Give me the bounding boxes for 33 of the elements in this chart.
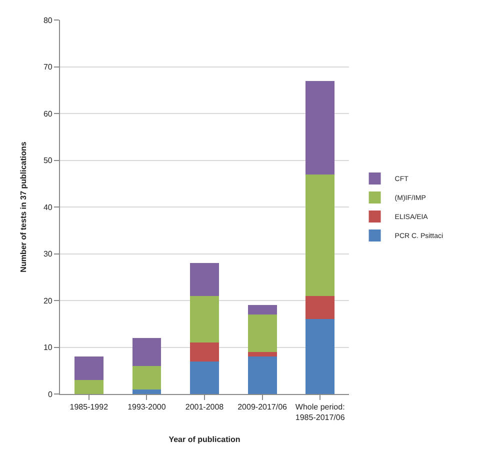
bar [190, 263, 219, 296]
bar [190, 296, 219, 343]
x-tick-label: 1993-2000 [128, 402, 166, 412]
x-tick-label: 1985-1992 [70, 402, 109, 412]
y-tick-label: 80 [43, 16, 53, 25]
bar [306, 174, 335, 296]
bar [74, 380, 104, 394]
y-axis-title: Number of tests in 37 publications [19, 141, 28, 272]
bar [132, 389, 162, 394]
bar [190, 361, 219, 394]
bar [248, 305, 277, 315]
bar [306, 319, 335, 394]
y-tick-label: 70 [43, 62, 53, 72]
bar [248, 356, 277, 394]
bar [248, 314, 277, 352]
y-tick-label: 60 [43, 109, 53, 118]
bar [74, 356, 104, 380]
bar [132, 366, 162, 390]
bar [190, 342, 219, 362]
x-tick-label: Whole period: 1985-2017/06 [295, 402, 346, 422]
bar [306, 296, 335, 320]
bar [132, 338, 162, 366]
y-tick-label: 20 [43, 296, 53, 306]
y-tick-label: 0 [48, 390, 53, 399]
y-tick-label: 30 [43, 250, 53, 259]
y-tick-label: 50 [43, 156, 53, 166]
x-axis-title: Year of publication [168, 435, 240, 444]
x-tick-label: 2009-2017/06 [238, 402, 288, 412]
bar [248, 352, 277, 357]
y-tick-label: 40 [43, 202, 53, 212]
y-tick-label: 10 [43, 343, 53, 352]
bar [306, 80, 335, 174]
x-tick-label: 2001-2008 [185, 402, 224, 412]
